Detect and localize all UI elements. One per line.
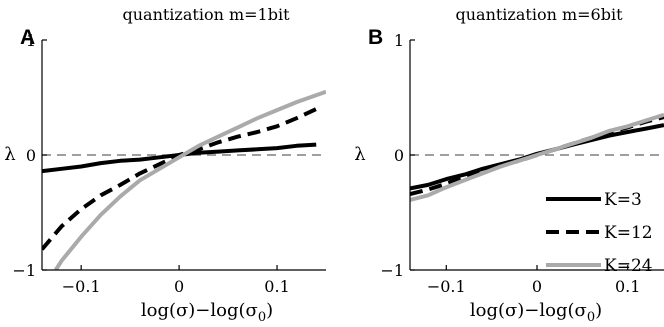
panel-a-x-tick-label: −0.1 [62,277,101,296]
panel-b-legend: K=3 K=12 K=24 [546,190,653,276]
legend-label-k3: K=3 [604,190,642,210]
panel-a-x-tick-label: 0.1 [264,277,289,296]
panel-b-y-tick-label: −1 [380,261,404,280]
panel-b: B quantization m=6bit λ log(σ)−log(σ0) −… [354,5,664,325]
panel-a-series-k24 [54,89,326,270]
panel-a-y-tick-label: −1 [12,261,36,280]
panel-a: A quantization m=1bit λ log(σ)−log(σ0) −… [4,5,326,325]
panel-b-title: quantization m=6bit [455,5,623,24]
panel-a-y-tick-label: 0 [26,146,36,165]
legend-label-k12: K=12 [604,223,653,243]
panel-b-x-tick-label: −0.1 [427,277,466,296]
panel-b-x-axis-label: log(σ)−log(σ0) [470,300,602,325]
panel-b-y-tick-label: 1 [394,31,404,50]
panel-a-y-axis-label: λ [4,144,15,165]
panel-a-series-k12 [42,107,318,251]
legend-label-k24: K=24 [604,256,653,276]
panel-b-y-axis-label: λ [354,144,365,165]
panel-a-plot-area: −0.1 0 0.1 −1 0 1 [12,31,326,296]
panel-a-x-tick-label: 0 [174,277,184,296]
panel-b-label: B [368,26,383,49]
panel-a-y-tick-label: 1 [26,31,36,50]
panel-b-y-tick-label: 0 [394,146,404,165]
panel-b-x-tick-label: 0.1 [615,277,640,296]
panel-b-x-tick-label: 0 [532,277,542,296]
panel-a-title: quantization m=1bit [122,5,290,24]
panel-b-plot-area: −0.1 0 0.1 −1 0 1 [380,31,664,296]
panel-b-series-k24 [410,112,664,202]
panel-a-label: A [20,26,35,49]
panel-a-x-axis-label: log(σ)−log(σ0) [141,300,273,325]
